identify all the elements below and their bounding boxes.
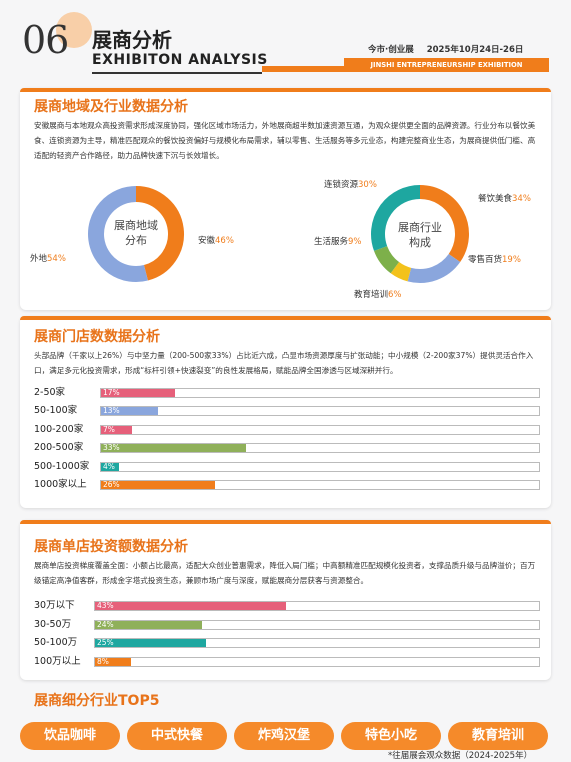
section-text: 头部品牌（千家以上26%）与中坚力量（200-500家33%）占比近六成，凸显市… [34, 351, 534, 375]
bar-track: 24% [94, 619, 540, 630]
bar-value-label: 33% [103, 443, 120, 453]
industry-donut-chart [371, 185, 469, 283]
top5-title: 展商细分行业TOP5 [34, 693, 160, 709]
top5-item-1: 饮品咖啡 [20, 722, 120, 750]
bar-value-label: 13% [103, 406, 120, 416]
bar-category-label: 50-100万 [34, 637, 78, 649]
section-number: 06 [22, 18, 69, 62]
event-dates: 2025年10月24日-26日 [426, 45, 524, 55]
event-meta: 今市·创业展 2025年10月24日-26日 [368, 43, 523, 55]
bar-track: 8% [94, 656, 540, 667]
orange-rule [262, 66, 344, 72]
bar-value-label: 17% [103, 388, 120, 397]
bar-fill: 8% [95, 656, 131, 666]
bar-fill: 24% [95, 619, 202, 629]
industry-center-line2: 构成 [409, 236, 431, 249]
bar-category-label: 500-1000家 [34, 460, 90, 472]
top5-item-2: 中式快餐 [127, 722, 227, 750]
bar-fill: 4% [101, 461, 119, 471]
section-title: 展商单店投资额数据分析 [34, 539, 188, 555]
region-center-label: 展商地域 分布 [110, 218, 162, 248]
section-text: 安徽展商与本地观众高投资需求形成深度协同，强化区域市场活力，外地展商超半数加速资… [34, 121, 536, 160]
top5-item-5: 教育培训 [448, 722, 548, 750]
label-retail: 零售百货19% [468, 255, 521, 265]
label-chain: 连锁资源30% [324, 180, 377, 190]
top5-item-3: 炸鸡汉堡 [234, 722, 334, 750]
page-title: 展商分析 [92, 28, 172, 52]
bar-fill: 17% [101, 388, 176, 397]
bar-value-label: 4% [103, 461, 115, 471]
bar-fill: 43% [95, 602, 286, 610]
label-food: 餐饮美食34% [478, 194, 531, 204]
bar-category-label: 30-50万 [34, 618, 72, 630]
donut-slice-2 [88, 186, 148, 282]
bar-fill: 26% [101, 481, 215, 489]
footnote: *往届展会观众数据（2024-2025年） [388, 751, 533, 761]
bar-category-label: 2-50家 [34, 387, 66, 398]
bar-fill: 7% [101, 424, 132, 434]
title-underline [92, 72, 262, 74]
label-life: 生活服务9% [314, 237, 362, 247]
section-title: 展商门店数数据分析 [34, 329, 160, 345]
bar-track: 43% [94, 601, 540, 611]
bar-fill: 25% [95, 638, 206, 648]
store-count-card: 展商门店数数据分析 头部品牌（千家以上26%）与中坚力量（200-500家33%… [20, 316, 551, 508]
bar-track: 17% [100, 388, 540, 398]
event-name: 今市·创业展 [368, 45, 414, 55]
bar-fill: 33% [101, 443, 246, 453]
industry-center-label: 展商行业 构成 [394, 220, 446, 250]
bar-category-label: 50-100家 [34, 405, 78, 417]
donut-slice-1 [135, 186, 184, 281]
bar-value-label: 8% [97, 656, 109, 666]
region-center-line2: 分布 [125, 234, 147, 247]
bar-value-label: 43% [97, 601, 114, 610]
bar-track: 7% [100, 424, 540, 435]
donut-slice-2 [407, 253, 461, 283]
investment-card: 展商单店投资额数据分析 展商单店投资梯度覆盖全面：小额占比最高，适配大众创业普惠… [20, 520, 551, 680]
bar-fill: 13% [101, 406, 158, 416]
bar-value-label: 24% [97, 619, 114, 629]
page-header: 06 展商分析 EXHIBITON ANALYSIS 今市·创业展 2025年1… [0, 0, 571, 80]
bar-track: 33% [100, 443, 540, 454]
donut-slice-4 [374, 245, 400, 274]
bar-track: 26% [100, 480, 540, 490]
bar-category-label: 200-500家 [34, 442, 84, 454]
bar-track: 13% [100, 406, 540, 417]
bar-track: 4% [100, 461, 540, 472]
bar-track: 25% [94, 638, 540, 649]
page-subtitle: EXHIBITON ANALYSIS [92, 52, 268, 68]
decorative-circle [56, 12, 92, 48]
bar-category-label: 30万以下 [34, 600, 75, 611]
bar-value-label: 26% [103, 480, 120, 489]
investment-bar-chart: 30万以下 43% 30-50万 24% 50-100万 25% 100万以上 8% [20, 520, 551, 680]
card-accent [20, 88, 551, 92]
region-industry-card: 展商地域及行业数据分析 安徽展商与本地观众高投资需求形成深度协同，强化区域市场活… [20, 88, 551, 310]
section-title: 展商地域及行业数据分析 [34, 99, 188, 115]
label-edu: 教育培训6% [354, 290, 402, 300]
section-text: 展商单店投资梯度覆盖全面：小额占比最高，适配大众创业普惠需求，降低入局门槛；中高… [34, 561, 536, 585]
region-donut-chart [88, 186, 184, 282]
bar-category-label: 100-200家 [34, 423, 84, 435]
bar-value-label: 25% [97, 638, 114, 648]
bar-value-label: 7% [103, 424, 115, 434]
label-other: 外地54% [30, 254, 66, 264]
donut-slice-3 [390, 261, 412, 282]
top5-item-4: 特色小吃 [341, 722, 441, 750]
store-count-bar-chart: 2-50家 17% 50-100家 13% 100-200家 7% 200-500家 33% 5… [20, 316, 551, 508]
donut-slice-5 [371, 185, 421, 251]
event-banner: JINSHI ENTREPRENEURSHIP EXHIBITION [344, 58, 549, 72]
industry-center-line1: 展商行业 [398, 221, 442, 234]
bar-category-label: 1000家以上 [34, 479, 87, 490]
donut-slice-1 [419, 185, 469, 263]
card-accent [20, 316, 551, 320]
region-center-line1: 展商地域 [114, 219, 158, 232]
bar-category-label: 100万以上 [34, 655, 81, 667]
card-accent [20, 520, 551, 524]
label-anhui: 安徽46% [198, 236, 234, 246]
